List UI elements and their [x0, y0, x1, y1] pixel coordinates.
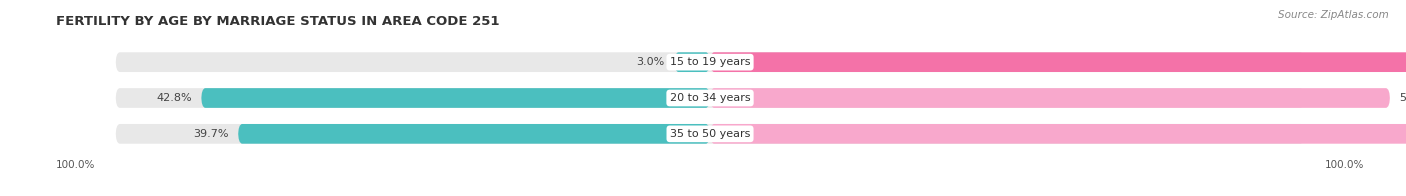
FancyBboxPatch shape — [238, 124, 710, 144]
Text: 15 to 19 years: 15 to 19 years — [669, 57, 751, 67]
FancyBboxPatch shape — [710, 52, 1406, 72]
Text: 57.2%: 57.2% — [1399, 93, 1406, 103]
Text: 100.0%: 100.0% — [1324, 160, 1364, 170]
Text: 20 to 34 years: 20 to 34 years — [669, 93, 751, 103]
FancyBboxPatch shape — [115, 88, 1305, 108]
FancyBboxPatch shape — [710, 124, 1406, 144]
FancyBboxPatch shape — [115, 124, 1305, 144]
Text: 100.0%: 100.0% — [56, 160, 96, 170]
FancyBboxPatch shape — [201, 88, 710, 108]
Text: FERTILITY BY AGE BY MARRIAGE STATUS IN AREA CODE 251: FERTILITY BY AGE BY MARRIAGE STATUS IN A… — [56, 15, 499, 28]
Text: 35 to 50 years: 35 to 50 years — [669, 129, 751, 139]
Text: 39.7%: 39.7% — [193, 129, 229, 139]
FancyBboxPatch shape — [115, 52, 1305, 72]
Text: Source: ZipAtlas.com: Source: ZipAtlas.com — [1278, 10, 1389, 20]
FancyBboxPatch shape — [710, 88, 1391, 108]
Text: 3.0%: 3.0% — [637, 57, 665, 67]
Text: 42.8%: 42.8% — [156, 93, 191, 103]
FancyBboxPatch shape — [675, 52, 710, 72]
